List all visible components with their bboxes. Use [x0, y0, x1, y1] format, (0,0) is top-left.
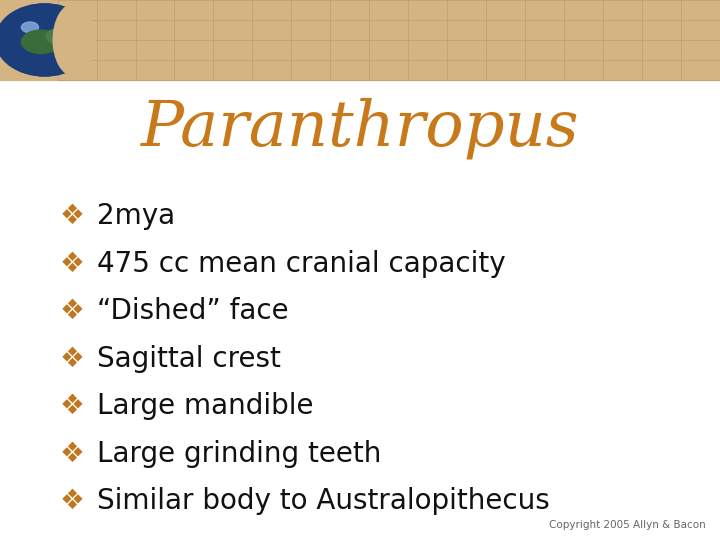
Text: ❖: ❖	[60, 202, 84, 230]
Text: Similar body to Australopithecus: Similar body to Australopithecus	[97, 487, 550, 515]
Ellipse shape	[46, 29, 68, 44]
Text: Paranthropus: Paranthropus	[140, 98, 580, 159]
Text: ❖: ❖	[60, 487, 84, 515]
Text: ❖: ❖	[60, 440, 84, 468]
Text: ❖: ❖	[60, 392, 84, 420]
Text: Copyright 2005 Allyn & Bacon: Copyright 2005 Allyn & Bacon	[549, 520, 706, 530]
Text: ❖: ❖	[60, 249, 84, 278]
Bar	[0, 0, 720, 80]
Ellipse shape	[22, 30, 60, 53]
Text: 2mya: 2mya	[97, 202, 176, 230]
Text: “Dished” face: “Dished” face	[97, 297, 289, 325]
Text: Large mandible: Large mandible	[97, 392, 314, 420]
Text: 475 cc mean cranial capacity: 475 cc mean cranial capacity	[97, 249, 506, 278]
Ellipse shape	[53, 4, 95, 76]
Text: ❖: ❖	[60, 345, 84, 373]
Ellipse shape	[22, 22, 39, 33]
Text: Large grinding teeth: Large grinding teeth	[97, 440, 382, 468]
Text: Sagittal crest: Sagittal crest	[97, 345, 281, 373]
Text: ❖: ❖	[60, 297, 84, 325]
Ellipse shape	[0, 4, 94, 76]
